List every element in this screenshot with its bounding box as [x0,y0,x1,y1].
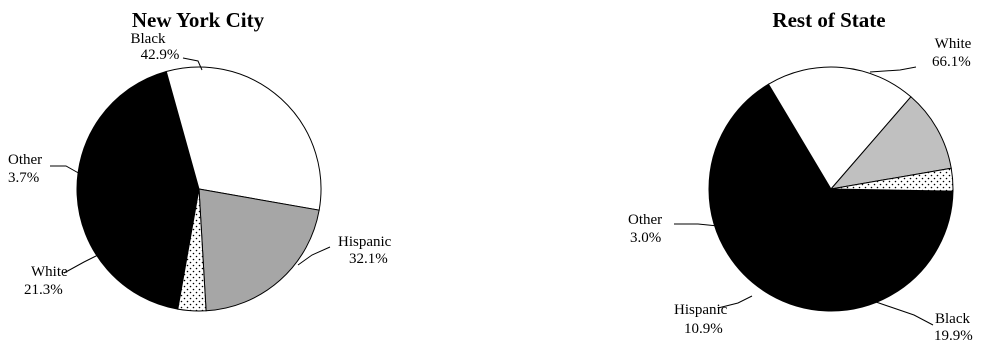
leader-line [63,254,99,274]
pie-slice [76,70,200,310]
leader-line [875,301,934,326]
slice-value: 3.7% [8,170,39,186]
pie-slices [708,66,954,312]
pie-slices [76,66,322,312]
pie-slice [708,83,954,312]
pie-slice [767,66,912,190]
leader-line [182,57,203,71]
pie-slice [198,188,320,312]
slice-value: 10.9% [684,321,723,337]
slice-label: Hispanic [338,234,392,250]
slice-label: White [935,36,972,52]
chart-title: New York City [132,8,265,32]
leader-lines [674,66,934,326]
slice-label: Other [8,152,42,168]
slice-value: 21.3% [24,282,63,298]
slice-value: 32.1% [349,251,388,267]
leader-line [717,295,753,309]
leader-line [50,165,83,176]
pie-slice [177,188,207,312]
chart-nyc: New York City Black 42.9% Other 3.7% His… [8,8,392,312]
chart-title: Rest of State [772,8,885,32]
slice-label: White [31,264,68,280]
chart-rest-of-state: Rest of State White 66.1% Other 3.0% Bla… [628,8,973,344]
leader-lines [50,57,331,274]
leader-line [674,223,719,227]
leader-line [869,66,917,73]
slice-label: Black [935,311,970,327]
pie-slice [830,167,954,192]
leader-line [297,246,331,266]
pie-slice [829,96,952,190]
slice-label: Black [131,31,166,47]
slice-value: 66.1% [932,54,971,70]
slice-value: 19.9% [934,328,973,344]
slice-value: 3.0% [630,230,661,246]
slice-label: Hispanic [674,302,728,318]
pie-slice [165,66,322,211]
slice-value: 42.9% [141,47,180,63]
slice-label: Other [628,212,662,228]
